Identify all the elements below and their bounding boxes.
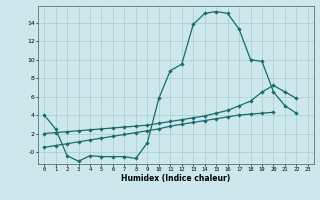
X-axis label: Humidex (Indice chaleur): Humidex (Indice chaleur) [121, 174, 231, 183]
